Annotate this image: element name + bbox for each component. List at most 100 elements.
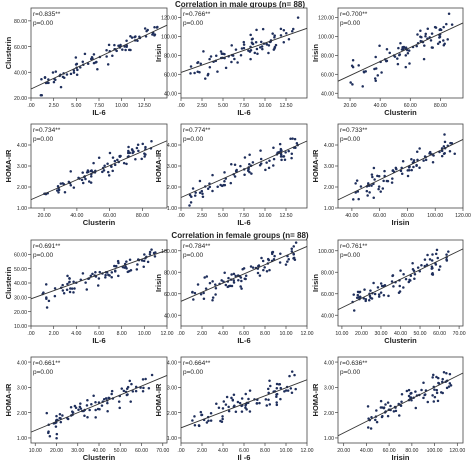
data-point [351,65,355,69]
x-tick-label: 80.00 [136,213,149,219]
data-point [240,279,243,283]
x-tick-label: 20.00 [355,331,368,337]
regression-line [30,375,168,433]
data-point [216,185,219,189]
data-point [286,389,290,392]
data-point [288,374,291,378]
data-point [436,42,440,46]
correlation-r-label: r=0.661** [33,360,61,367]
data-point [191,187,195,190]
data-point [78,405,82,409]
data-point [416,266,420,269]
y-tick-label: 2.00 [324,411,334,417]
data-point [111,54,114,57]
data-point [106,409,109,413]
data-point [398,284,401,288]
data-point [413,277,416,281]
data-point [208,57,211,61]
data-point [222,183,225,187]
data-point [143,253,146,256]
data-point [290,391,294,395]
data-point [286,260,289,263]
data-point [40,78,43,81]
x-tick-label: 8.00 [117,331,127,337]
data-point [379,190,382,193]
data-point [192,298,195,301]
x-tick-label: 70.00 [156,448,169,454]
data-point [55,432,59,436]
y-tick-label: 40.00 [14,281,27,287]
x-tick-label: 30.00 [374,331,387,337]
data-point [382,179,385,183]
data-point [216,70,219,73]
data-point [265,161,268,164]
data-point [443,151,446,155]
y-tick-label: 50.00 [14,267,27,273]
data-point [94,271,97,274]
data-point [134,157,137,161]
data-point [418,166,421,169]
data-point [69,72,73,76]
data-point [107,174,111,177]
data-point [432,400,436,403]
data-point [117,274,120,278]
data-point [47,81,50,85]
x-tick-label: 20.00 [337,448,350,454]
y-tick-label: 10.00 [14,324,27,330]
data-point [144,377,147,381]
data-point [441,377,444,381]
data-point [280,158,283,162]
data-point [259,162,263,165]
data-point [198,179,202,183]
data-point [257,264,261,267]
data-point [278,142,282,146]
data-point [117,44,120,47]
x-axis-label: Clusterin [384,108,417,117]
data-point [289,387,293,390]
data-point [197,424,201,428]
data-point [232,281,236,284]
data-point [291,137,294,140]
data-point [240,410,244,413]
data-point [230,273,233,276]
data-point [268,403,272,406]
data-point [53,287,57,290]
data-point [65,288,69,291]
data-point [189,72,192,75]
data-point [249,49,253,52]
data-point [150,373,154,377]
y-tick-label: 120.00 [161,16,177,22]
y-tick-label: 100.00 [318,35,334,41]
data-point [414,390,417,393]
data-point [433,395,437,399]
data-point [43,76,47,80]
data-point [102,397,106,401]
regression-line [30,140,168,201]
data-point [292,27,295,31]
data-point [150,248,153,251]
data-point [89,274,93,278]
data-point [61,283,64,287]
data-point [432,373,435,377]
data-point [401,45,404,49]
data-point [242,46,246,50]
data-point [374,79,377,82]
x-tick-label: 5.00 [71,103,81,109]
data-point [231,398,235,402]
data-point [290,247,294,251]
data-point [85,171,89,174]
data-point [423,44,426,47]
data-point [416,158,419,162]
data-point [134,35,137,38]
data-point [445,259,449,262]
data-point [415,150,419,154]
data-point [366,194,369,197]
data-point [445,22,448,26]
plot-frame [180,356,308,444]
data-point [240,47,244,50]
regression-line [180,140,308,198]
x-tick-label: 60.00 [383,448,396,454]
data-point [79,66,82,69]
data-point [278,383,282,386]
x-tick-label: 20.00 [50,448,63,454]
